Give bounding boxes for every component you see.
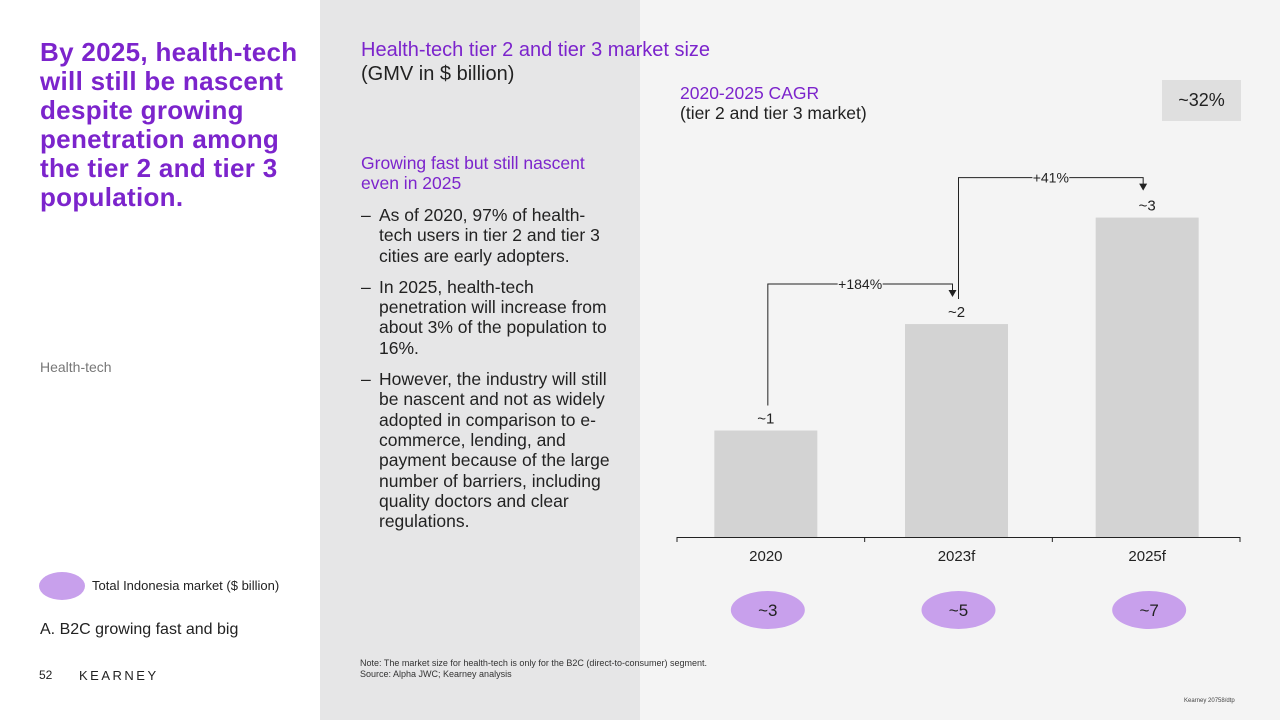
dash-icon: –: [361, 369, 371, 390]
bullet-list: – As of 2020, 97% of health-tech users in…: [361, 205, 611, 542]
growth-label: +41%: [1033, 170, 1069, 186]
cagr-subtitle: (tier 2 and tier 3 market): [680, 103, 867, 123]
data-label: ~2: [948, 304, 965, 321]
growth-arrow-icon: [1139, 183, 1148, 191]
middle-panel: [320, 0, 640, 720]
dash-icon: –: [361, 276, 371, 297]
bullet-item: – As of 2020, 97% of health-tech users in…: [361, 205, 611, 266]
note-text: Note: The market size for health-tech is…: [360, 658, 707, 668]
bullet-text: In 2025, health-tech penetration will in…: [379, 276, 607, 358]
x-tick-label: 2023f: [938, 548, 976, 565]
chart-unit: (GMV in $ billion): [361, 63, 515, 85]
chart-title: Health-tech tier 2 and tier 3 market siz…: [361, 39, 711, 61]
dash-icon: –: [361, 205, 371, 225]
source-text: Source: Alpha JWC; Kearney analysis: [360, 669, 512, 679]
total-market-oval: [1112, 591, 1187, 629]
bullet-text: However, the industry will still be nasc…: [379, 369, 610, 532]
brand-logo: KEARNEY: [79, 668, 159, 683]
bullet-item: – In 2025, health-tech penetration will i…: [361, 277, 611, 358]
total-market-oval: [921, 591, 996, 629]
cagr-title: 2020-2025 CAGR: [680, 83, 820, 103]
section-label: Health-tech: [40, 359, 112, 375]
growth-arrow-icon: [948, 290, 957, 298]
total-market-label: ~5: [949, 601, 968, 620]
x-tick-label: 2025f: [1128, 548, 1166, 565]
total-market-label: ~7: [1139, 601, 1158, 620]
legend-label: Total Indonesia market ($ billion): [92, 578, 280, 593]
data-label: ~3: [1139, 198, 1156, 215]
bar-2025f: [1095, 217, 1199, 537]
data-label: ~1: [757, 411, 774, 428]
page-number: 52: [39, 668, 53, 682]
x-tick-label: 2020: [749, 548, 782, 565]
legend-oval-icon: [39, 572, 85, 600]
bar-2023f: [905, 324, 1008, 537]
bar-chart: ~1 ~2 ~3 2020 2023f 2025f ~3 ~5 ~7 +184% +41%: [676, 169, 1241, 629]
subsection-title: A. B2C growing fast and big: [40, 621, 239, 638]
bullet-item: – However, the industry will still be nas…: [361, 369, 611, 531]
growth-label: +184%: [838, 276, 882, 292]
reference-code: Kearney 20758/dtp: [1184, 698, 1235, 704]
bullet-text: As of 2020, 97% of health-tech users in …: [379, 205, 600, 266]
total-market-label: ~3: [758, 601, 777, 620]
page-headline: By 2025, health-tech will still be nasce…: [40, 37, 298, 212]
footnote: Note: The market size for health-tech is…: [360, 658, 707, 680]
side-heading: Growing fast but still nascent even in 2…: [361, 153, 585, 193]
cagr-value-badge: ~32%: [1162, 80, 1241, 121]
growth-label-bg: [837, 276, 883, 293]
growth-label-bg: [1032, 169, 1070, 186]
total-market-oval: [730, 591, 805, 629]
bar-2020: [714, 430, 818, 537]
